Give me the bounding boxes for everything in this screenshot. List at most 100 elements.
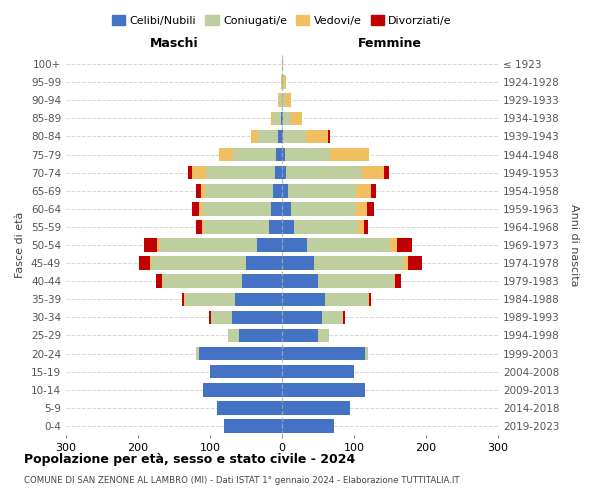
Bar: [285, 94, 290, 107]
Bar: [203, 202, 271, 215]
Bar: [232, 310, 282, 324]
Y-axis label: Fasce di età: Fasce di età: [16, 212, 25, 278]
Bar: [206, 166, 275, 179]
Bar: [282, 58, 283, 71]
Bar: [286, 166, 362, 179]
Bar: [314, 256, 404, 270]
Bar: [162, 274, 163, 288]
Bar: [209, 310, 211, 324]
Bar: [322, 310, 343, 324]
Bar: [233, 148, 276, 162]
Bar: [199, 347, 282, 360]
Bar: [184, 292, 185, 306]
Bar: [269, 220, 282, 234]
Bar: [395, 274, 401, 288]
Bar: [257, 238, 282, 252]
Bar: [251, 130, 258, 143]
Bar: [356, 202, 367, 215]
Bar: [258, 130, 278, 143]
Bar: [356, 184, 371, 198]
Bar: [204, 220, 269, 234]
Bar: [358, 220, 364, 234]
Bar: [318, 274, 394, 288]
Bar: [408, 256, 422, 270]
Bar: [152, 256, 246, 270]
Bar: [203, 383, 282, 396]
Bar: [282, 419, 334, 432]
Legend: Celibi/Nubili, Coniugati/e, Vedovi/e, Divorziati/e: Celibi/Nubili, Coniugati/e, Vedovi/e, Di…: [107, 10, 457, 30]
Bar: [205, 184, 274, 198]
Bar: [282, 347, 365, 360]
Bar: [371, 184, 376, 198]
Bar: [329, 148, 369, 162]
Bar: [242, 274, 282, 288]
Bar: [278, 130, 282, 143]
Bar: [239, 328, 282, 342]
Bar: [368, 292, 369, 306]
Bar: [199, 202, 203, 215]
Bar: [192, 202, 199, 215]
Bar: [185, 292, 235, 306]
Bar: [394, 274, 395, 288]
Bar: [282, 310, 322, 324]
Bar: [282, 94, 285, 107]
Bar: [282, 256, 314, 270]
Bar: [282, 328, 318, 342]
Bar: [369, 292, 371, 306]
Bar: [210, 365, 282, 378]
Bar: [281, 112, 282, 125]
Bar: [282, 383, 365, 396]
Bar: [139, 256, 150, 270]
Bar: [288, 184, 356, 198]
Bar: [282, 292, 325, 306]
Bar: [282, 76, 283, 89]
Bar: [196, 220, 202, 234]
Bar: [282, 166, 286, 179]
Bar: [217, 401, 282, 414]
Bar: [192, 166, 206, 179]
Bar: [282, 148, 285, 162]
Bar: [188, 166, 192, 179]
Bar: [163, 274, 242, 288]
Bar: [160, 238, 257, 252]
Bar: [196, 347, 199, 360]
Bar: [383, 166, 389, 179]
Bar: [282, 238, 307, 252]
Bar: [281, 76, 282, 89]
Bar: [274, 184, 282, 198]
Bar: [157, 238, 160, 252]
Text: Femmine: Femmine: [358, 36, 422, 50]
Text: COMUNE DI SAN ZENONE AL LAMBRO (MI) - Dati ISTAT 1° gennaio 2024 - Elaborazione : COMUNE DI SAN ZENONE AL LAMBRO (MI) - Da…: [24, 476, 460, 485]
Bar: [318, 328, 329, 342]
Bar: [218, 148, 233, 162]
Bar: [145, 238, 157, 252]
Bar: [150, 256, 152, 270]
Bar: [278, 94, 280, 107]
Bar: [274, 112, 281, 125]
Bar: [235, 292, 282, 306]
Bar: [282, 365, 354, 378]
Bar: [280, 94, 282, 107]
Bar: [292, 112, 302, 125]
Bar: [196, 184, 202, 198]
Bar: [285, 148, 329, 162]
Bar: [271, 112, 274, 125]
Bar: [282, 274, 318, 288]
Bar: [367, 202, 374, 215]
Y-axis label: Anni di nascita: Anni di nascita: [569, 204, 579, 286]
Bar: [282, 401, 350, 414]
Bar: [282, 130, 283, 143]
Bar: [283, 76, 286, 89]
Bar: [182, 292, 184, 306]
Bar: [276, 148, 282, 162]
Text: Popolazione per età, sesso e stato civile - 2024: Popolazione per età, sesso e stato civil…: [24, 452, 355, 466]
Bar: [156, 274, 162, 288]
Bar: [202, 220, 204, 234]
Bar: [362, 166, 383, 179]
Bar: [211, 310, 232, 324]
Bar: [293, 220, 358, 234]
Bar: [343, 310, 346, 324]
Bar: [397, 238, 412, 252]
Bar: [282, 220, 293, 234]
Bar: [283, 130, 307, 143]
